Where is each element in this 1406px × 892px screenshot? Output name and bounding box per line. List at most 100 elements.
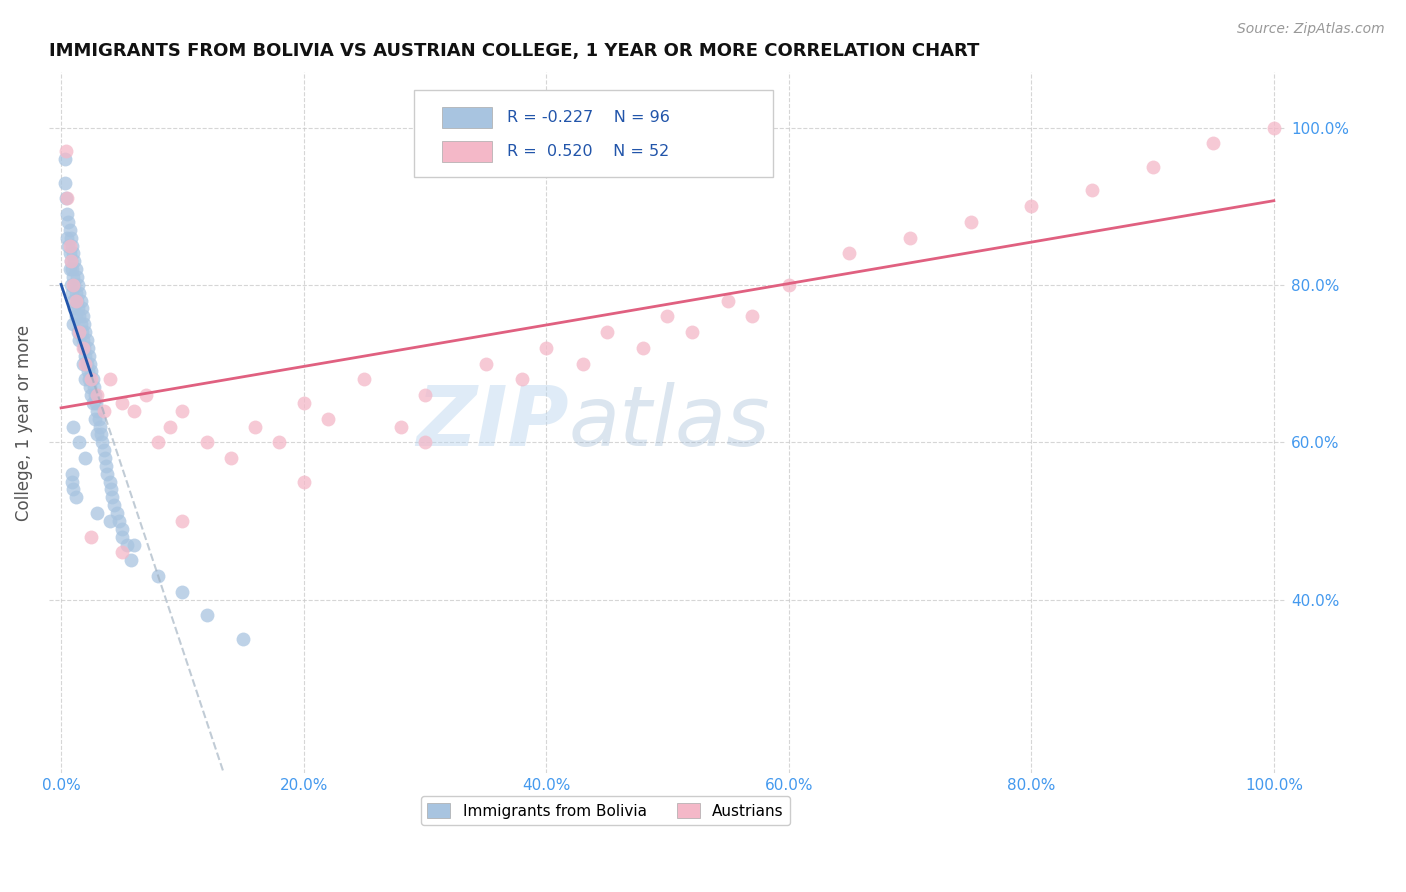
Point: [741, 310, 763, 324]
Point: [1142, 160, 1164, 174]
Point: [66, 293, 89, 308]
Point: [86, 506, 108, 520]
Point: [292, 475, 315, 489]
Point: [58, 238, 80, 252]
Point: [65, 293, 87, 308]
Point: [1081, 184, 1104, 198]
Point: [316, 411, 339, 425]
Point: [53, 176, 76, 190]
Point: [77, 349, 100, 363]
Point: [100, 483, 122, 497]
Point: [232, 632, 254, 646]
Point: [62, 419, 84, 434]
Text: R = -0.227    N = 96: R = -0.227 N = 96: [506, 110, 669, 125]
Point: [80, 388, 103, 402]
Point: [122, 404, 145, 418]
Point: [1263, 120, 1285, 135]
Point: [87, 411, 110, 425]
Point: [86, 427, 108, 442]
Point: [65, 310, 87, 324]
Point: [70, 301, 93, 316]
Point: [76, 364, 98, 378]
FancyBboxPatch shape: [443, 141, 492, 162]
Point: [122, 537, 145, 551]
Point: [353, 372, 375, 386]
Point: [103, 498, 125, 512]
Text: atlas: atlas: [568, 382, 770, 463]
Point: [59, 254, 82, 268]
Point: [717, 293, 740, 308]
Point: [83, 380, 105, 394]
Point: [76, 341, 98, 355]
Point: [60, 467, 83, 481]
Point: [79, 380, 101, 394]
Point: [657, 310, 679, 324]
Point: [58, 238, 80, 252]
Point: [94, 458, 117, 473]
Point: [120, 553, 142, 567]
Point: [65, 285, 87, 300]
Point: [67, 325, 90, 339]
Point: [413, 388, 436, 402]
Point: [75, 325, 97, 339]
Point: [108, 514, 131, 528]
Point: [84, 388, 107, 402]
Point: [60, 238, 83, 252]
Point: [91, 435, 114, 450]
Point: [58, 246, 80, 260]
Point: [63, 277, 86, 292]
Y-axis label: College, 1 year or more: College, 1 year or more: [15, 325, 32, 521]
Point: [82, 396, 104, 410]
Point: [72, 333, 94, 347]
Point: [778, 277, 800, 292]
Point: [53, 152, 76, 166]
Point: [111, 530, 134, 544]
Point: [1019, 199, 1042, 213]
Point: [67, 285, 90, 300]
Point: [84, 396, 107, 410]
Point: [90, 427, 112, 442]
Point: [62, 246, 84, 260]
Point: [62, 483, 84, 497]
Point: [67, 333, 90, 347]
Point: [75, 357, 97, 371]
Point: [1202, 136, 1225, 151]
Point: [69, 293, 91, 308]
Point: [96, 467, 118, 481]
Point: [58, 223, 80, 237]
Point: [63, 254, 86, 268]
Point: [62, 317, 84, 331]
Point: [135, 388, 157, 402]
Point: [70, 325, 93, 339]
Point: [62, 270, 84, 285]
Point: [67, 301, 90, 316]
Point: [59, 230, 82, 244]
Point: [115, 537, 138, 551]
Point: [73, 317, 96, 331]
Point: [80, 530, 103, 544]
Point: [898, 230, 921, 244]
Point: [474, 357, 496, 371]
Point: [84, 411, 107, 425]
Point: [172, 584, 194, 599]
Point: [55, 191, 77, 205]
Text: ZIP: ZIP: [416, 382, 568, 463]
Point: [62, 293, 84, 308]
Point: [75, 372, 97, 386]
Point: [389, 419, 412, 434]
Point: [195, 608, 218, 623]
Point: [56, 207, 79, 221]
Point: [79, 357, 101, 371]
Point: [93, 443, 115, 458]
Point: [219, 450, 242, 465]
FancyBboxPatch shape: [413, 90, 773, 178]
Point: [58, 215, 80, 229]
Point: [77, 372, 100, 386]
Point: [72, 310, 94, 324]
Point: [269, 435, 291, 450]
Point: [105, 506, 128, 520]
Point: [571, 357, 593, 371]
Point: [56, 191, 79, 205]
Point: [60, 262, 83, 277]
Point: [67, 310, 90, 324]
